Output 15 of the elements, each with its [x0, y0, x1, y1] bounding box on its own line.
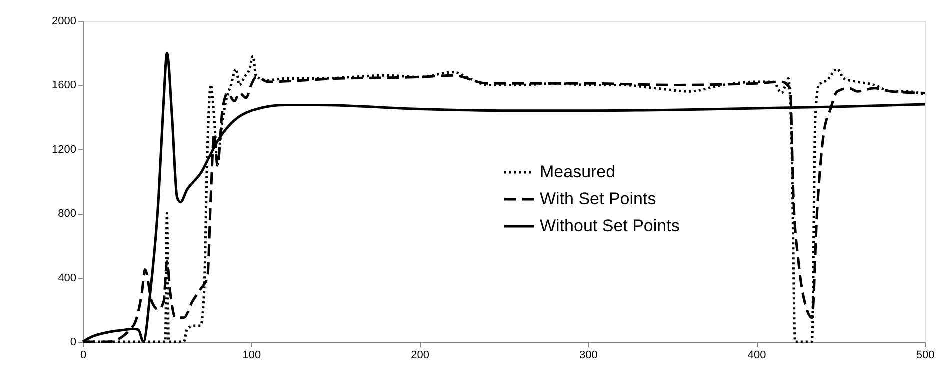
legend-label: Measured	[540, 162, 616, 182]
x-tick-label: 400	[748, 350, 766, 362]
x-tick-label: 300	[580, 350, 598, 362]
y-tick-label: 2000	[52, 16, 76, 28]
y-tick-label: 0	[70, 336, 76, 348]
x-tick-label: 0	[80, 350, 87, 362]
y-tick-label: 800	[58, 208, 76, 220]
x-tick-label: 100	[242, 350, 262, 362]
legend-label: With Set Points	[540, 190, 656, 208]
x-tick-label: 500	[916, 350, 935, 362]
y-tick-label: 1600	[52, 80, 76, 92]
y-tick-label: 1200	[52, 144, 76, 156]
legend-label: Without Set Points	[540, 216, 680, 236]
x-tick-label: 200	[411, 350, 430, 362]
y-tick-label: 400	[58, 272, 76, 284]
